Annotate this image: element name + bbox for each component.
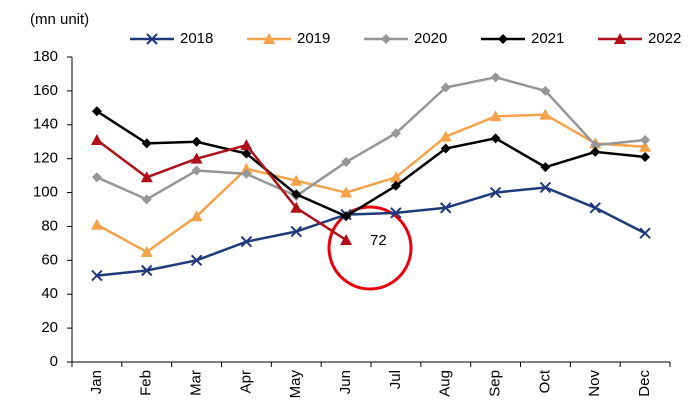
legend-marker [146,33,158,45]
data-point [140,245,153,257]
data-point [390,207,402,219]
series-line [96,113,646,254]
data-point [640,151,651,162]
data-label: 72 [370,232,387,249]
series-line [96,139,347,242]
legend-label: 2021 [531,30,564,47]
y-tick-label: 40 [41,285,58,302]
data-point [290,225,302,238]
data-point [490,133,501,144]
x-tick-label: Jan [88,370,105,394]
data-point [290,174,303,186]
x-tick-label: Mar [188,370,205,396]
x-tick-label: Feb [138,370,155,396]
data-point [191,165,202,176]
data-point [141,138,152,149]
data-point [91,269,103,282]
data-point [341,211,352,222]
data-point [489,110,502,122]
x-tick-label: Aug [437,370,454,397]
data-point [190,210,203,222]
data-point [439,130,452,142]
data-point [490,72,501,83]
data-point [91,106,102,117]
data-point [440,143,451,154]
data-point [539,181,552,194]
legend-marker [614,33,626,44]
y-tick-label: 180 [33,48,58,65]
data-point [91,172,102,183]
legend-marker [498,34,508,44]
data-point [241,168,252,179]
y-tick-label: 60 [41,251,58,268]
x-tick-label: Dec [636,370,653,397]
y-tick-label: 80 [41,217,58,234]
data-point [489,186,502,199]
legend-label: 2022 [648,30,681,47]
data-point [589,202,601,214]
highlight-circle [327,205,413,291]
series-line [96,110,646,218]
y-tick-label: 160 [33,82,58,99]
y-tick-label: 100 [33,184,58,201]
data-point [190,152,203,164]
data-point [90,134,103,146]
data-point [539,108,552,120]
x-tick-label: Apr [237,370,254,393]
data-point [191,136,202,147]
data-point [590,146,601,157]
data-point [390,128,401,139]
data-point [639,140,652,152]
legend-label: 2019 [297,30,330,47]
data-point [141,194,152,205]
data-point [240,235,253,248]
y-tick-label: 140 [33,116,58,133]
data-point [240,162,253,174]
data-point [140,171,153,183]
data-point [540,85,551,96]
legend-label: 2020 [414,30,447,47]
data-point [241,148,252,159]
data-point [291,189,302,200]
data-point [190,254,203,267]
data-point [590,140,601,151]
series-line [96,186,646,277]
x-tick-label: Nov [586,370,603,397]
x-tick-label: Oct [536,369,553,393]
legend-label: 2018 [180,30,213,47]
data-point [440,82,451,93]
legend-marker [263,33,275,44]
data-point [540,162,551,173]
legend-marker [381,34,391,44]
y-tick-label: 120 [33,150,58,167]
data-point [639,227,651,239]
x-tick-label: May [287,370,304,399]
data-point [390,180,401,191]
x-tick-label: Sep [487,370,504,397]
data-point [240,139,253,151]
y-axis-label: (mn unit) [30,11,89,28]
data-point [440,202,452,214]
data-point [340,186,353,198]
y-tick-label: 0 [50,353,58,370]
x-tick-label: Jul [387,370,404,389]
y-tick-label: 20 [41,319,58,336]
data-point [290,201,303,213]
data-point [640,135,651,146]
data-point [341,157,352,168]
data-point [90,218,103,230]
data-point [141,264,153,277]
data-point [389,171,402,183]
series-line [96,76,646,201]
data-point [340,234,353,245]
x-tick-label: Jun [337,370,354,394]
